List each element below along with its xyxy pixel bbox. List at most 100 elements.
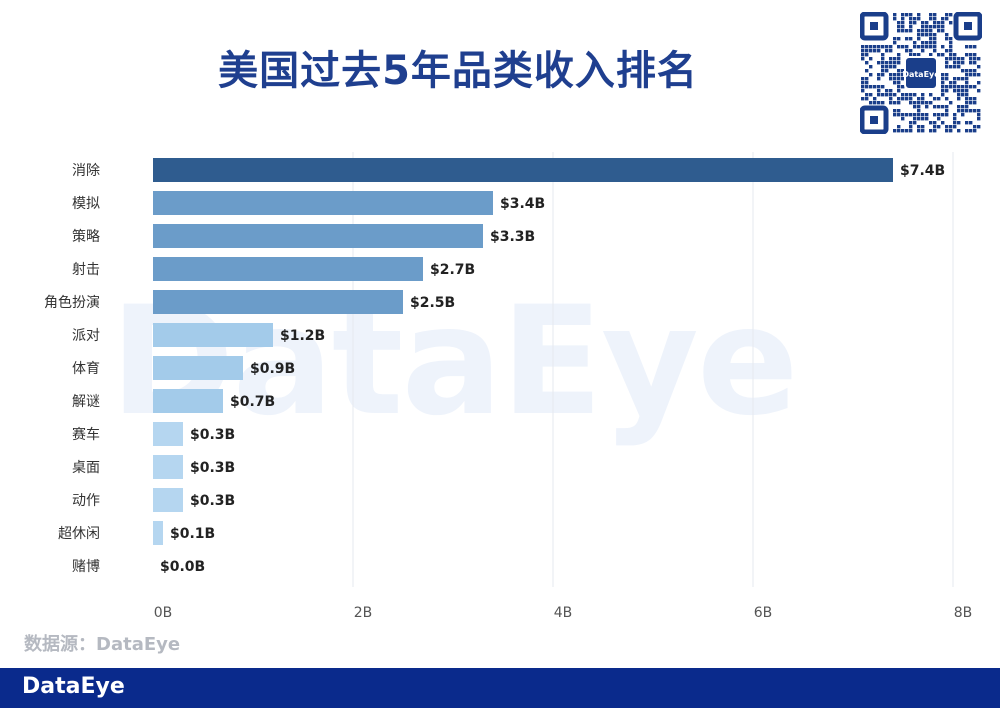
qr-module	[941, 21, 945, 25]
qr-module	[945, 65, 949, 69]
qr-module	[933, 13, 937, 17]
qr-module	[925, 117, 929, 121]
chart-title: 美国过去5年品类收入排名	[218, 48, 698, 94]
qr-module	[917, 101, 921, 105]
qr-module	[905, 45, 909, 49]
qr-module	[877, 61, 881, 65]
qr-module	[941, 85, 945, 89]
qr-module	[917, 129, 921, 133]
qr-module	[941, 105, 945, 109]
qr-module	[901, 13, 905, 17]
value-label: $3.3B	[490, 229, 535, 245]
qr-module	[909, 129, 913, 133]
qr-module	[933, 33, 937, 37]
qr-module	[965, 69, 969, 73]
qr-module	[909, 125, 913, 129]
qr-module	[941, 77, 945, 81]
qr-module	[897, 45, 901, 49]
qr-module	[913, 113, 917, 117]
qr-module	[973, 125, 977, 129]
qr-module	[901, 25, 905, 29]
qr-module	[861, 97, 865, 101]
qr-module	[913, 93, 917, 97]
qr-module	[929, 37, 933, 41]
qr-module	[917, 53, 921, 57]
qr-module	[917, 105, 921, 109]
qr-module	[873, 45, 877, 49]
qr-module	[953, 89, 957, 93]
qr-module	[965, 45, 969, 49]
qr-module	[965, 93, 969, 97]
qr-module	[969, 129, 973, 133]
qr-module	[937, 105, 941, 109]
qr-module	[909, 113, 913, 117]
qr-module	[877, 93, 881, 97]
qr-module	[893, 93, 897, 97]
qr-module	[945, 85, 949, 89]
qr-module	[953, 85, 957, 89]
qr-module	[973, 57, 977, 61]
qr-module	[937, 113, 941, 117]
qr-module	[913, 17, 917, 21]
x-tick-label: 0B	[154, 605, 173, 620]
qr-module	[933, 41, 937, 45]
qr-module	[909, 93, 913, 97]
qr-module	[865, 61, 869, 65]
qr-module	[977, 117, 981, 121]
qr-module	[941, 81, 945, 85]
qr-module	[945, 105, 949, 109]
qr-module	[913, 41, 917, 45]
qr-module	[921, 125, 925, 129]
footer-logo: DataEye	[22, 674, 125, 699]
qr-module	[961, 113, 965, 117]
qr-module	[861, 89, 865, 93]
qr-module	[925, 45, 929, 49]
qr-module	[901, 21, 905, 25]
qr-module	[945, 57, 949, 61]
qr-module	[913, 117, 917, 121]
qr-module	[937, 21, 941, 25]
bar	[153, 455, 183, 479]
qr-module	[861, 53, 865, 57]
qr-module	[969, 121, 973, 125]
category-label: 桌面	[72, 460, 100, 476]
qr-module	[941, 29, 945, 33]
qr-module	[933, 105, 937, 109]
qr-module	[893, 81, 897, 85]
qr-module	[869, 101, 873, 105]
qr-module	[933, 49, 937, 53]
qr-module	[897, 37, 901, 41]
qr-module	[905, 37, 909, 41]
qr-module	[893, 65, 897, 69]
bar	[153, 488, 183, 512]
qr-module	[969, 85, 973, 89]
qr-module	[949, 53, 953, 57]
qr-module	[977, 81, 981, 85]
qr-module	[977, 125, 981, 129]
qr-module	[953, 57, 957, 61]
qr-module	[961, 57, 965, 61]
qr-module	[897, 25, 901, 29]
qr-module	[965, 97, 969, 101]
qr-module	[909, 53, 913, 57]
qr-module	[961, 93, 965, 97]
qr-module	[877, 77, 881, 81]
qr-module	[909, 17, 913, 21]
qr-module	[929, 41, 933, 45]
qr-module	[921, 97, 925, 101]
qr-module	[933, 113, 937, 117]
qr-module	[949, 101, 953, 105]
qr-module	[901, 117, 905, 121]
qr-module	[961, 105, 965, 109]
qr-module	[957, 65, 961, 69]
qr-module	[965, 73, 969, 77]
qr-module	[949, 13, 953, 17]
qr-module	[929, 101, 933, 105]
qr-module	[889, 45, 893, 49]
qr-module	[921, 29, 925, 33]
qr-module	[893, 13, 897, 17]
qr-module	[905, 49, 909, 53]
qr-module	[977, 65, 981, 69]
qr-module	[941, 93, 945, 97]
qr-module	[881, 101, 885, 105]
